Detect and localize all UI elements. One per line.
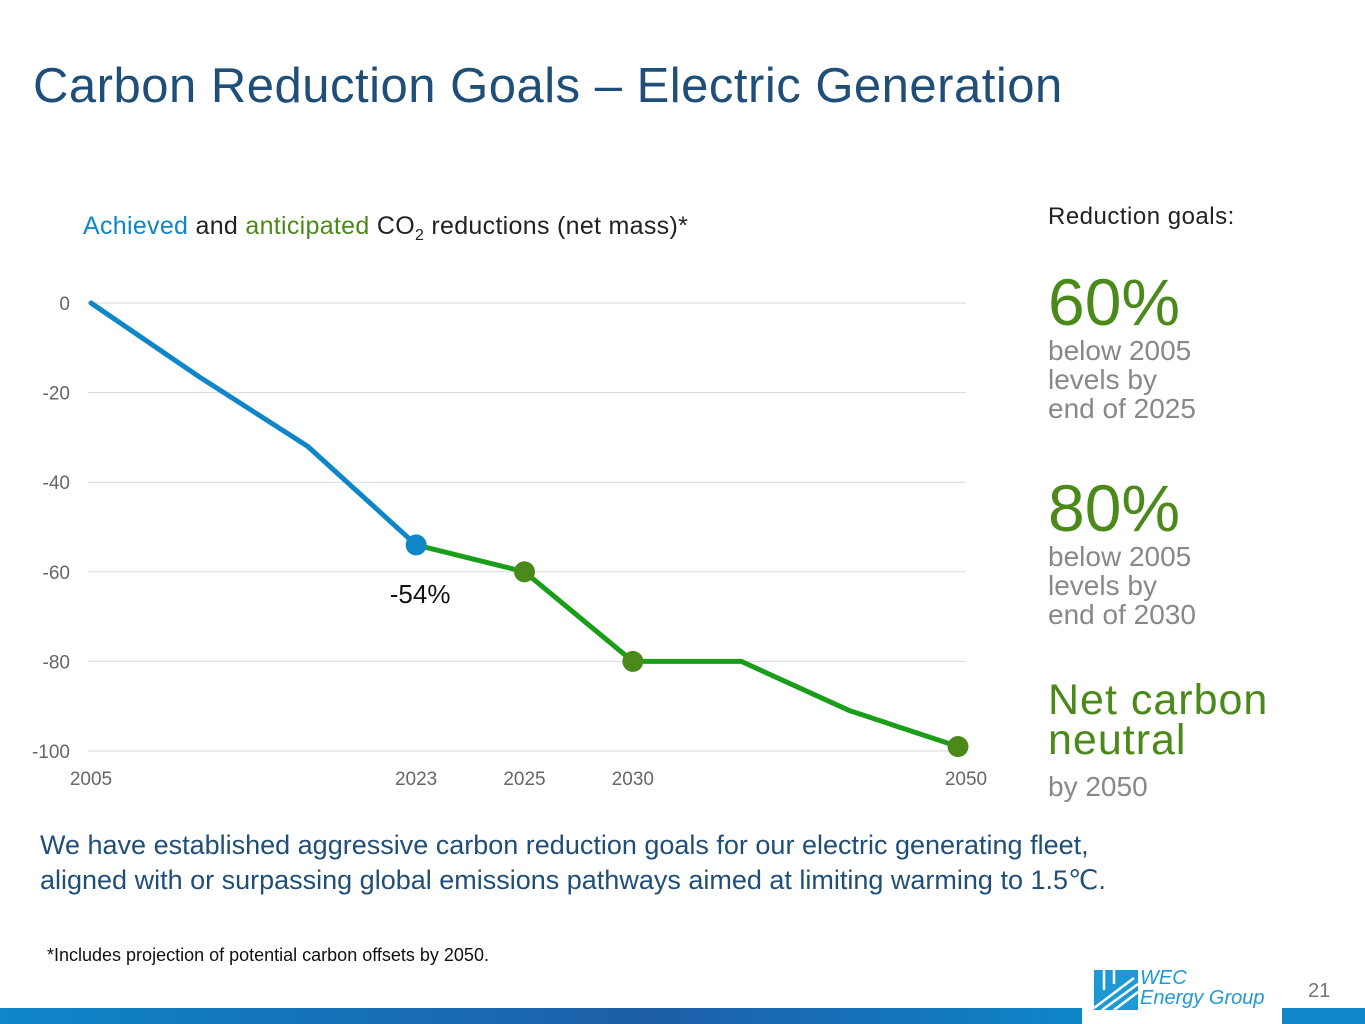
chart-title-achieved: Achieved	[83, 212, 189, 240]
data-point-2023	[405, 534, 427, 556]
goal-80-l1: below 2005	[1048, 541, 1192, 572]
goal-80-l3: end of 2030	[1048, 599, 1196, 630]
footnote: *Includes projection of potential carbon…	[47, 945, 489, 965]
goal-60: 60% below 2005 levels by end of 2025	[1048, 265, 1196, 424]
data-point-2030	[622, 650, 644, 672]
page-title: Carbon Reduction Goals – Electric Genera…	[33, 59, 1063, 113]
y-tick-label: -100	[32, 742, 70, 763]
y-tick-label: -60	[43, 563, 70, 584]
data-point-2025	[514, 561, 535, 583]
goal-net: Net carbon neutral by 2050	[1048, 676, 1269, 802]
summary-line-2: aligned with or surpassing global emissi…	[40, 865, 1106, 895]
goal-net-l2: neutral	[1048, 716, 1187, 764]
goal-80-l2: levels by	[1048, 570, 1157, 601]
footer-bar	[0, 1008, 1082, 1024]
x-tick-label: 2005	[70, 769, 112, 790]
goal-net-l1: Net carbon	[1048, 676, 1269, 724]
chart-title-rest: reductions (net mass)*	[424, 212, 689, 240]
goal-80-value: 80%	[1048, 471, 1181, 545]
goal-60-l2: levels by	[1048, 364, 1157, 395]
y-tick-label: 0	[59, 294, 70, 315]
summary-line-1: We have established aggressive carbon re…	[40, 830, 1089, 860]
summary-text: We have established aggressive carbon re…	[40, 828, 1290, 898]
chart-title-sub: 2	[414, 227, 425, 244]
chart-title-anticipated: anticipated	[245, 212, 370, 240]
goal-60-l1: below 2005	[1048, 335, 1192, 366]
page-number: 21	[1308, 980, 1331, 1002]
logo: WEC Energy Group	[1093, 968, 1265, 1015]
goal-60-value: 60%	[1048, 265, 1181, 339]
chart-title-and: and	[188, 212, 246, 240]
chart-title: Achieved and anticipated CO2 reductions …	[83, 212, 688, 245]
footer-bar-right	[1282, 1008, 1365, 1024]
goal-80: 80% below 2005 levels by end of 2030	[1048, 471, 1196, 630]
data-label: -54%	[390, 579, 451, 609]
logo-mark-icon	[1093, 970, 1139, 1012]
goal-net-sub: by 2050	[1048, 771, 1148, 802]
logo-line-1: WEC	[1140, 967, 1187, 989]
goals-heading: Reduction goals:	[1048, 203, 1235, 230]
chart-title-co: CO	[369, 212, 415, 240]
goal-60-l3: end of 2025	[1048, 393, 1196, 424]
x-tick-label: 2023	[395, 769, 437, 790]
data-point-2050	[947, 736, 969, 758]
logo-line-2: Energy Group	[1140, 987, 1265, 1009]
logo-text: WEC Energy Group	[1140, 968, 1265, 1008]
y-tick-label: -40	[43, 473, 70, 494]
x-tick-label: 2025	[503, 769, 545, 790]
y-tick-label: -80	[43, 652, 70, 673]
series-line-anticipated	[413, 542, 961, 750]
x-tick-label: 2050	[945, 769, 987, 790]
y-tick-label: -20	[43, 384, 70, 405]
series-line-achieved	[88, 300, 419, 548]
x-tick-label: 2030	[612, 769, 654, 790]
